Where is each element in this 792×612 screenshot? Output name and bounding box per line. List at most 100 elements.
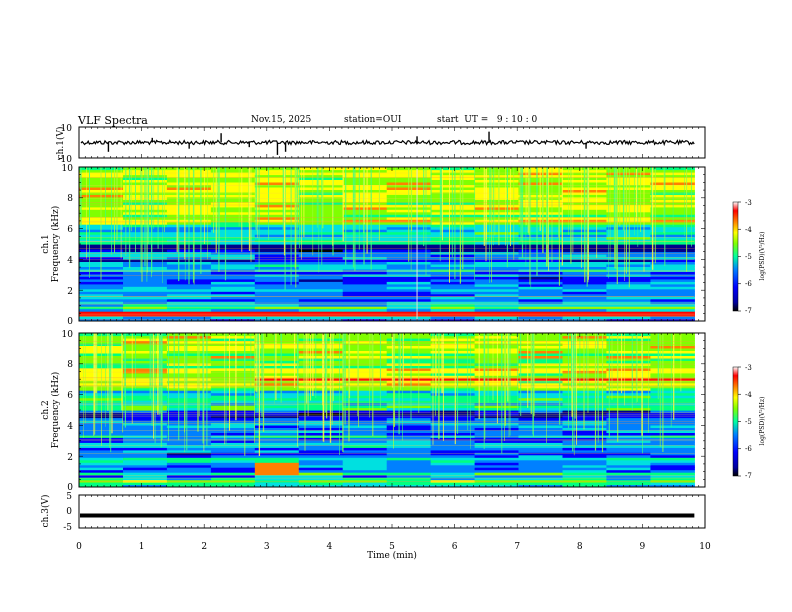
spectrogram-cell [474, 365, 520, 369]
spectrogram-cell [342, 214, 388, 218]
spectrogram-cell [298, 214, 344, 218]
spectrogram-cell [430, 286, 476, 290]
spectrogram-cell [342, 219, 388, 223]
spectrogram-cell [562, 390, 607, 394]
spectrogram-cell [210, 372, 256, 376]
spectrogram-cell [474, 405, 520, 409]
spectrogram-cell [606, 350, 651, 354]
spectrogram-cell [518, 219, 563, 223]
spectrogram-cell [254, 253, 300, 257]
spectrogram-cell [210, 194, 256, 198]
spectrogram-cell [342, 422, 388, 426]
spectrogram-cell [474, 390, 520, 394]
spectrogram-cell [254, 206, 300, 210]
spectrogram-cell [518, 311, 563, 315]
spectrogram-cell [386, 298, 432, 302]
spectrogram-cell [166, 367, 212, 371]
spectrogram-cell [650, 382, 695, 386]
spectrogram-cell [386, 335, 432, 339]
spectrogram-cell [210, 184, 256, 188]
spectrogram-cell [210, 263, 256, 267]
spectrogram-cell [518, 417, 563, 421]
spectrogram-cell [518, 447, 563, 451]
spectrogram-cell [430, 333, 476, 337]
spectrogram-cell [474, 424, 520, 428]
spectrogram-cell [123, 333, 168, 337]
spectrogram-cell [298, 211, 344, 215]
spec2-ytick: 0 [67, 483, 73, 493]
spectrogram-cell [386, 405, 432, 409]
spectrogram-cell [474, 219, 520, 223]
spectrogram-cell [474, 278, 520, 282]
spectrogram-cell [386, 407, 432, 411]
spectrogram-cell [166, 335, 212, 339]
spectrogram-cell [210, 352, 256, 356]
spectrogram-cell [210, 407, 256, 411]
spectrogram-cell [650, 347, 695, 351]
spectrogram-cell [166, 355, 212, 359]
spectrogram-cell [79, 308, 124, 312]
spectrogram-cell [254, 236, 300, 240]
spectrogram-cell [123, 360, 168, 364]
spectrogram-cell [210, 249, 256, 253]
spectrogram-cell [650, 211, 695, 215]
spectrogram-cell [518, 211, 563, 215]
spectrogram-cell [650, 464, 695, 468]
spectrogram-cell [254, 474, 300, 478]
spectrogram-cell [562, 382, 607, 386]
spectrogram-cell [210, 278, 256, 282]
spectrogram-cell [123, 352, 168, 356]
spectrogram-cell [430, 249, 476, 253]
spectrogram-cell [562, 410, 607, 414]
spectrogram-cell [254, 367, 300, 371]
spectrogram-cell [606, 283, 651, 287]
spectrogram-cell [123, 437, 168, 441]
spectrogram-cell [254, 224, 300, 228]
spectrogram-cell [254, 288, 300, 292]
spectrogram-cell [123, 355, 168, 359]
xtick-label: 3 [264, 542, 270, 552]
spectrogram-cell [650, 234, 695, 238]
spectrogram-cell [650, 360, 695, 364]
spectrogram-cell [298, 405, 344, 409]
spectrogram-cell [650, 444, 695, 448]
spectrogram-cell [298, 179, 344, 183]
spectrogram-cell [606, 459, 651, 463]
spectrogram-cell [342, 397, 388, 401]
spectrogram-cell [606, 447, 651, 451]
spectrogram-cell [650, 278, 695, 282]
spectrogram-cell [298, 484, 344, 487]
spectrogram-cell [166, 372, 212, 376]
spectrogram-cell [650, 469, 695, 473]
spectrogram-cell [298, 477, 344, 481]
spectrogram-cell [518, 271, 563, 275]
spectrogram-cell [474, 333, 520, 337]
spectrogram-cell [210, 199, 256, 203]
spectrogram-cell [254, 372, 300, 376]
spectrogram-cell [254, 199, 300, 203]
spectrogram-cell [518, 472, 563, 476]
spectrogram-cell [474, 249, 520, 253]
spectrogram-cell [606, 214, 651, 218]
spectrogram-cell [210, 303, 256, 307]
spectrogram-cell [518, 209, 563, 213]
spectrogram-cell [342, 278, 388, 282]
spectrogram-cell [562, 316, 607, 320]
spectrogram-cell [298, 199, 344, 203]
spectrogram-cell [123, 291, 168, 295]
spectrogram-cell [210, 477, 256, 481]
spectrogram-cell [650, 258, 695, 262]
spectrogram-cell [123, 422, 168, 426]
spectrogram-cell [518, 224, 563, 228]
spectrogram-cell [430, 449, 476, 453]
spectrogram-cell [518, 301, 563, 305]
spectrogram-cell [254, 333, 300, 337]
spectrogram-cell [342, 350, 388, 354]
spectrogram-cell [298, 318, 344, 321]
spectrogram-cell [254, 303, 300, 307]
spectrogram-cell [123, 439, 168, 443]
ch2-cb-tick: -7 [745, 472, 752, 480]
spectrogram-cell [474, 291, 520, 295]
ch2-colorbar [732, 366, 739, 477]
spectrogram-cell [606, 345, 651, 349]
